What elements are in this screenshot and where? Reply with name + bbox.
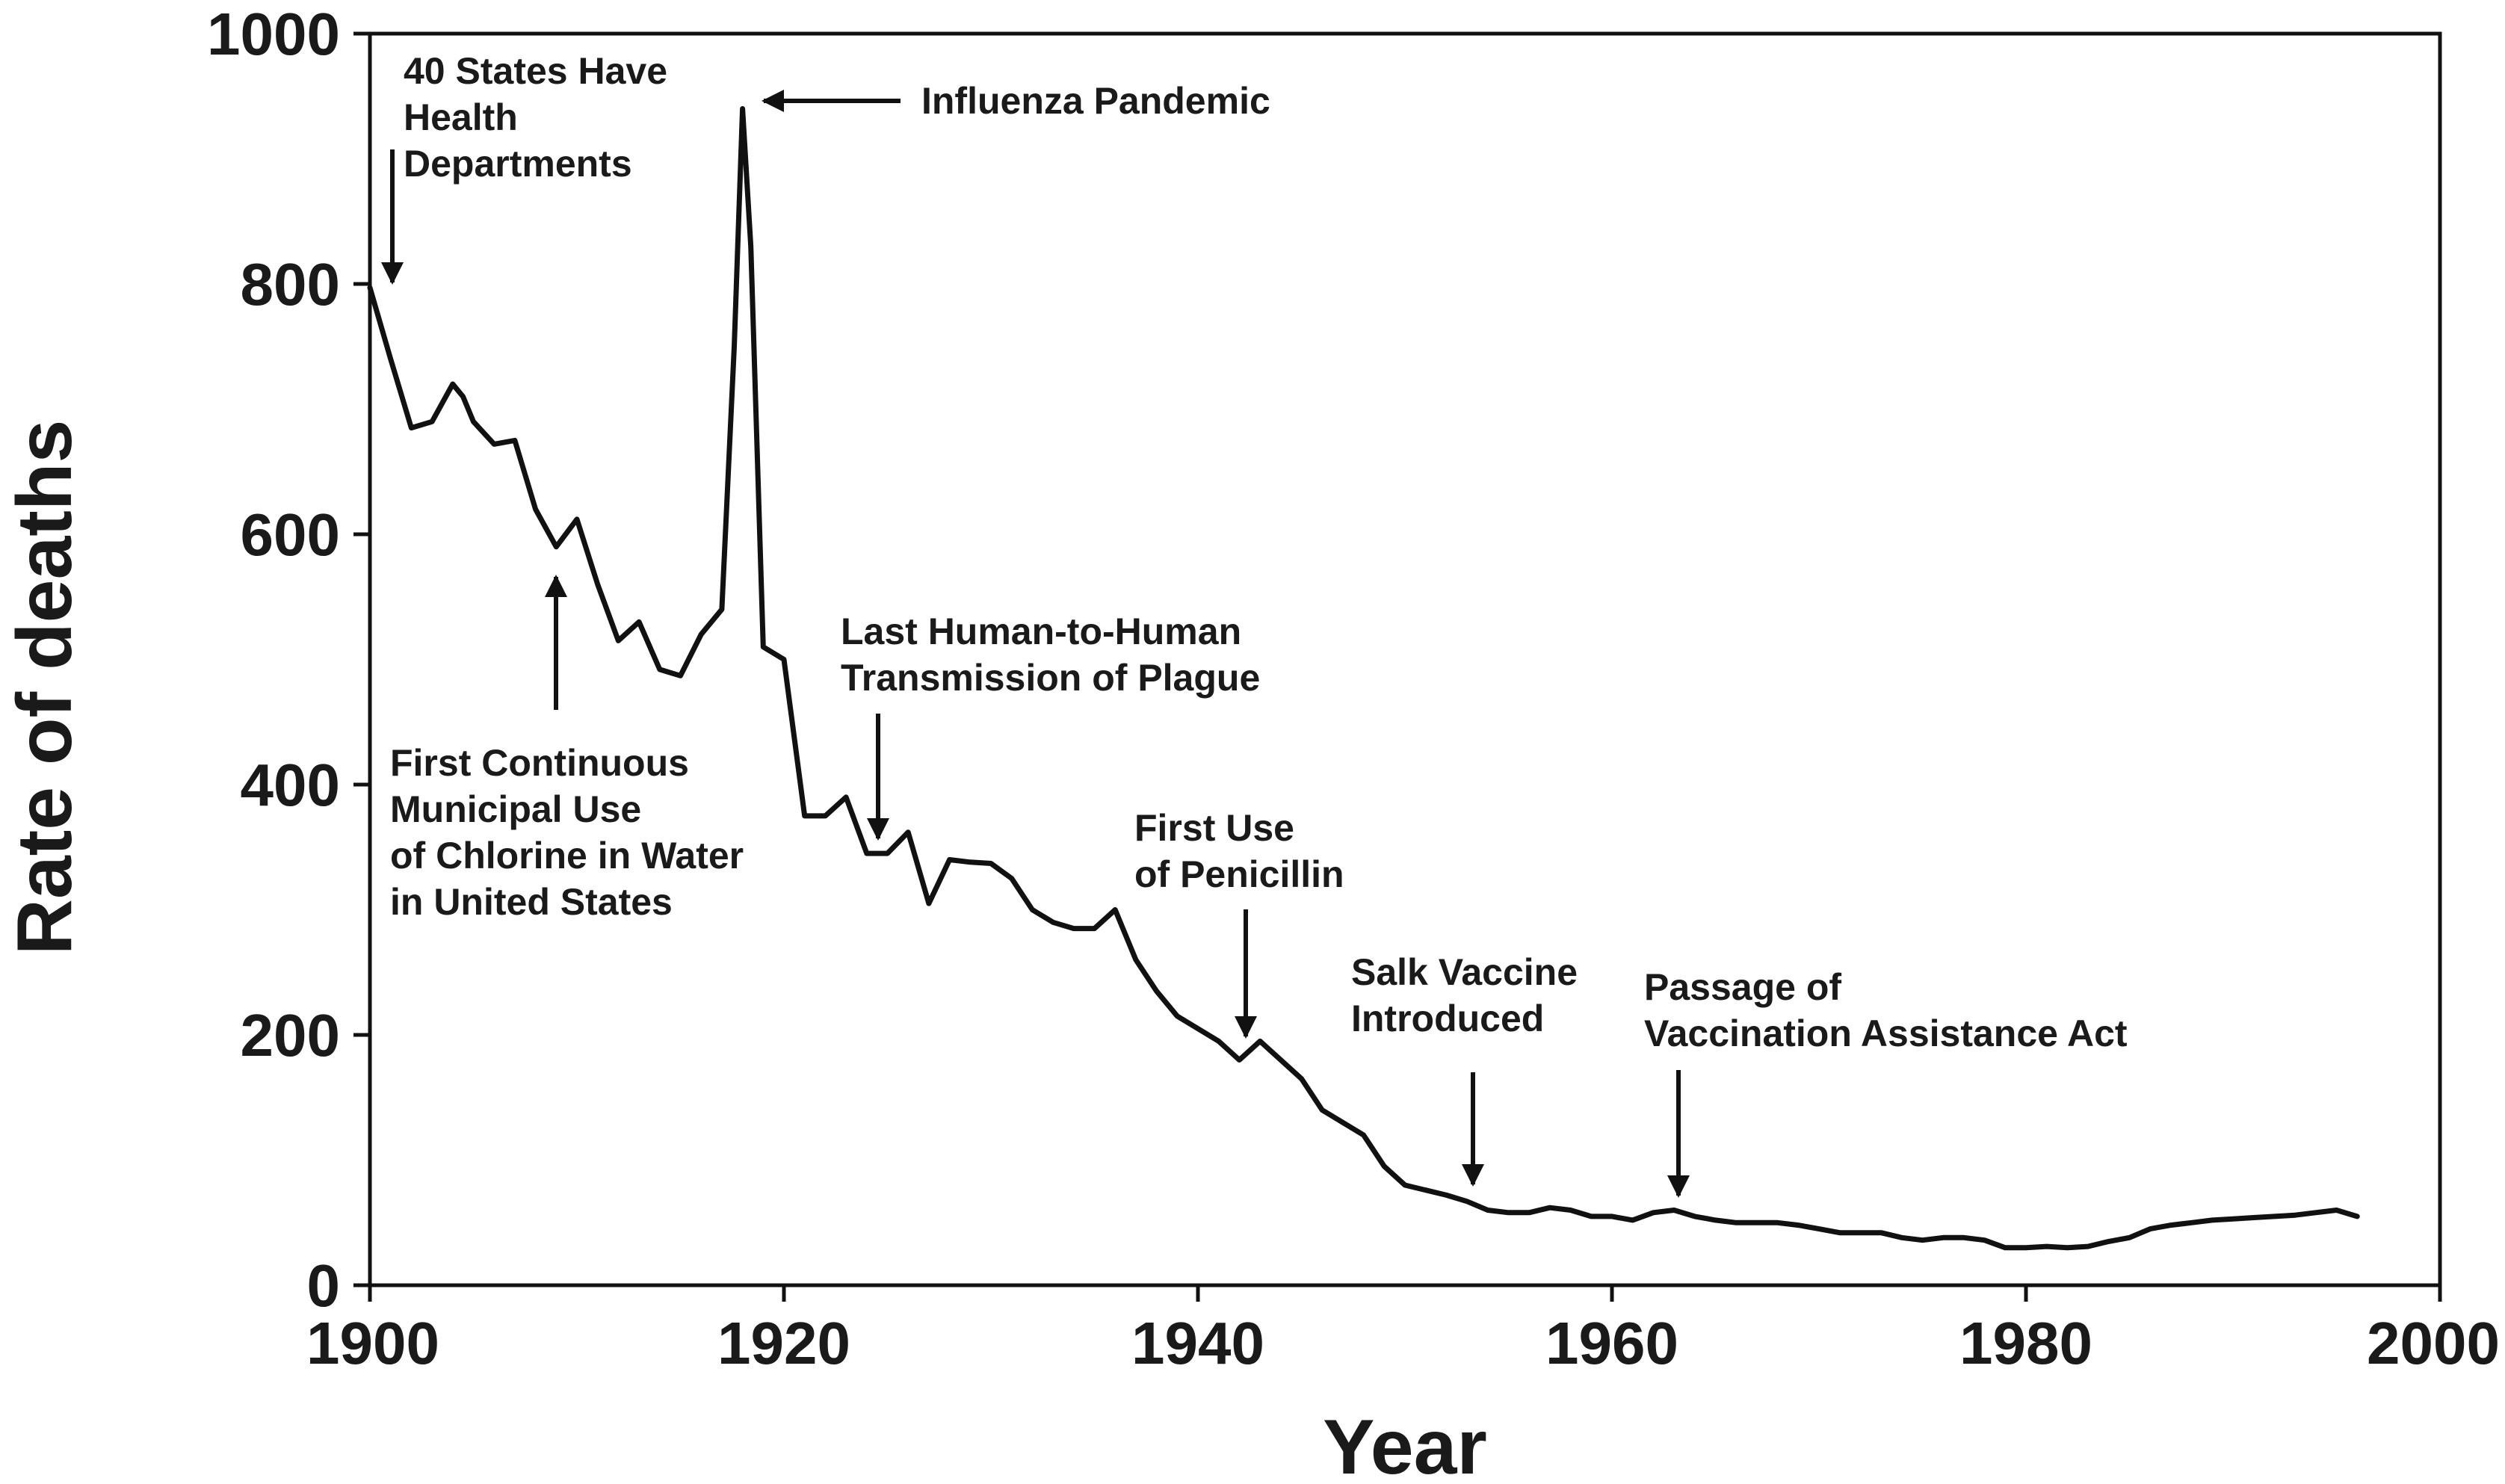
x-axis-ticks: 1900 1920 1940 1960 1980 2000 [306,1285,2500,1376]
annotation-salk: Salk Vaccine Introduced [1351,951,1578,1187]
x-tick-label: 1940 [1131,1310,1264,1376]
annotation-text-penicillin: First Use [1134,807,1294,849]
annotation-text-plague: Transmission of Plague [841,657,1260,699]
y-axis-ticks: 0 200 400 600 800 1000 [207,1,370,1319]
annotation-text-plague: Last Human-to-Human [841,610,1241,652]
x-tick-label: 1920 [717,1310,850,1376]
annotation-text-chlorine: First Continuous [390,742,689,784]
annotation-vaccination-act: Passage of Vaccination Assistance Act [1644,966,2128,1198]
plot-area-border [368,31,2442,1287]
y-tick-label: 400 [241,752,340,818]
plot-frame [368,31,2442,1287]
y-tick-label: 200 [241,1002,340,1069]
y-tick-label: 800 [241,251,340,318]
annotation-plague: Last Human-to-Human Transmission of Plag… [841,610,1260,841]
annotation-text-chlorine: of Chlorine in Water [390,835,744,877]
y-tick-label: 600 [241,501,340,568]
annotation-40-states: 40 States Have Health Departments [381,50,667,285]
annotation-text-chlorine: Municipal Use [390,788,641,830]
y-axis-title: Rate of deaths [1,420,88,956]
annotation-text-40-states: Health [404,96,518,138]
x-tick-label: 1960 [1545,1310,1678,1376]
y-tick-label: 0 [307,1252,341,1319]
annotation-text-40-states: 40 States Have [404,50,667,92]
annotation-text-40-states: Departments [404,143,632,185]
x-tick-label: 1980 [1959,1310,2092,1376]
annotation-text-chlorine: in United States [390,881,673,923]
annotation-influenza: Influenza Pandemic [762,80,1270,122]
annotation-penicillin: First Use of Penicillin [1134,807,1344,1039]
annotation-text-influenza: Influenza Pandemic [921,80,1270,122]
annotation-text-penicillin: of Penicillin [1134,853,1344,895]
x-tick-label: 2000 [2367,1310,2500,1376]
annotation-text-vaccination-act: Vaccination Assistance Act [1644,1012,2128,1054]
annotation-text-vaccination-act: Passage of [1644,966,1841,1008]
y-tick-label: 1000 [207,1,340,67]
x-axis-title: Year [1323,1404,1487,1484]
annotation-text-salk: Introduced [1351,998,1544,1039]
x-tick-label: 1900 [306,1310,439,1376]
annotation-chlorine: First Continuous Municipal Use of Chlori… [390,575,744,923]
series-line [367,106,2360,1251]
series-group [367,106,2360,1251]
annotation-text-salk: Salk Vaccine [1351,951,1578,993]
